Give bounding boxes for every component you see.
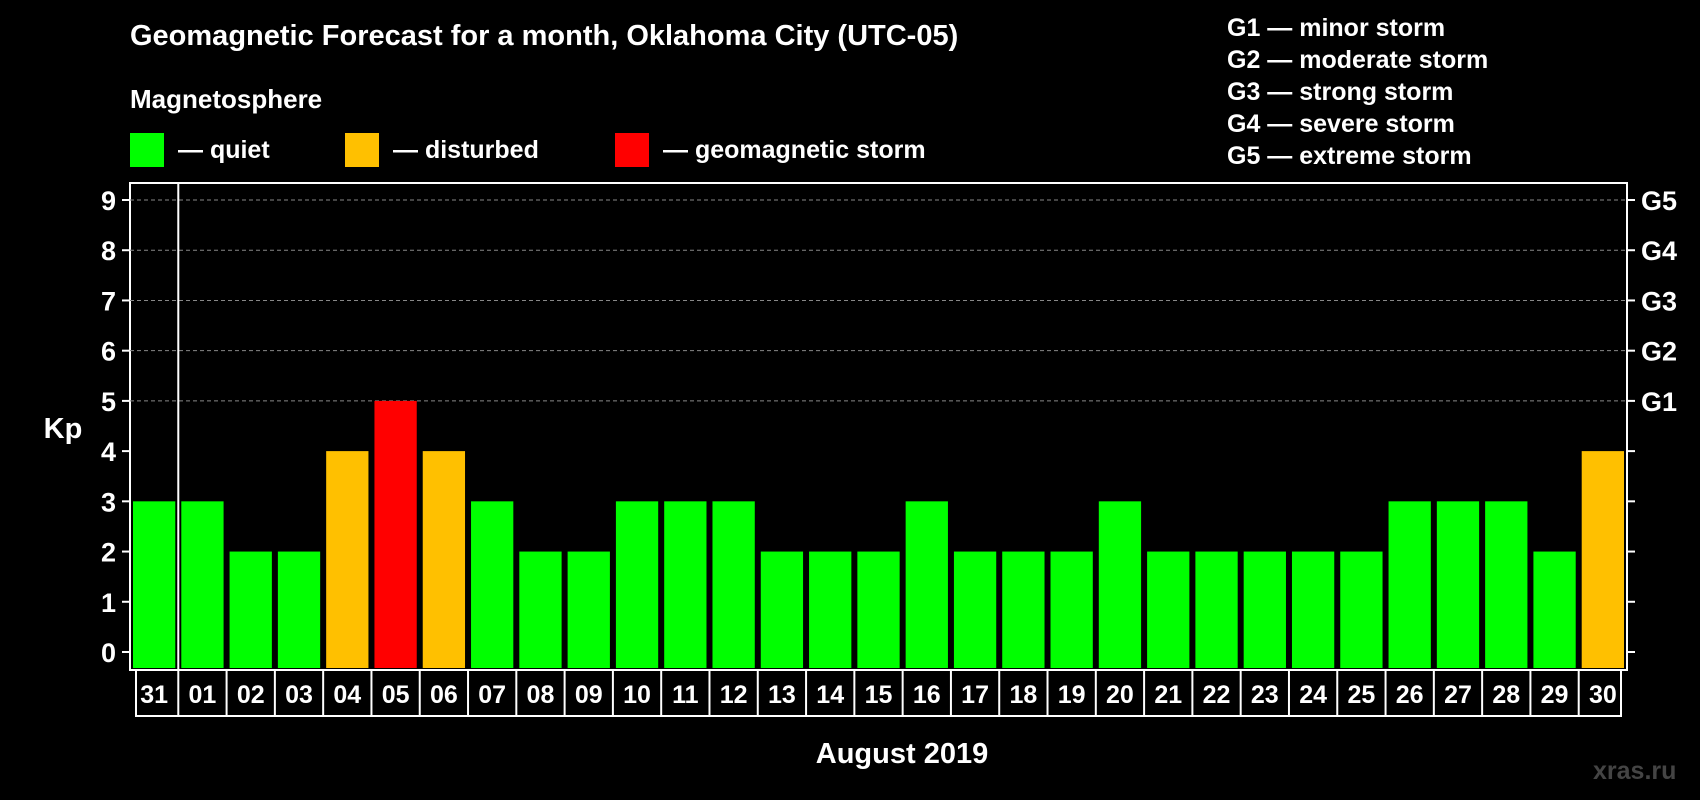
x-tick-label-27: 27	[1444, 681, 1472, 709]
y-tick-label-1: 1	[101, 588, 116, 618]
x-tick-label-19: 19	[1058, 681, 1086, 709]
bar-17	[953, 551, 997, 668]
storm-scale-g2: G2 — moderate storm	[1227, 46, 1489, 74]
x-tick-label-25: 25	[1347, 681, 1375, 709]
storm-scale-g3: G3 — strong storm	[1227, 78, 1454, 106]
x-tick-label-26: 26	[1396, 681, 1424, 709]
x-category-box	[135, 669, 1622, 717]
bar-08	[519, 551, 562, 668]
x-tick-label-16: 16	[913, 681, 941, 709]
x-tick-label-06: 06	[430, 681, 458, 709]
y-tick-label-7: 7	[101, 286, 116, 316]
bar-29	[1533, 551, 1576, 668]
bar-14	[809, 551, 852, 668]
bar-21	[1147, 551, 1190, 668]
bar-01	[181, 501, 224, 668]
x-tick-label-10: 10	[623, 681, 651, 709]
y-tick-label-9: 9	[101, 186, 116, 216]
bar-20	[1098, 501, 1142, 668]
bar-07	[471, 501, 514, 668]
chart-subtitle: Magnetosphere	[130, 84, 323, 114]
x-tick-label-23: 23	[1251, 681, 1279, 709]
bar-16	[905, 501, 948, 668]
legend-label-storm: — geomagnetic storm	[663, 135, 926, 164]
bar-05	[374, 400, 417, 668]
x-tick-label-01: 01	[189, 681, 217, 709]
x-axis-label: August 2019	[816, 738, 988, 770]
x-tick-label-24: 24	[1299, 681, 1327, 709]
bar-10	[615, 501, 659, 668]
bar-24	[1291, 551, 1335, 668]
right-axis-label-g3: G3	[1641, 286, 1677, 316]
bar-26	[1388, 501, 1431, 668]
bar-31	[133, 501, 176, 668]
y-tick-label-8: 8	[101, 236, 116, 266]
bar-25	[1340, 551, 1383, 668]
y-tick-label-3: 3	[101, 487, 116, 517]
legend-swatch-disturbed	[345, 133, 379, 167]
y-tick-label-6: 6	[101, 337, 116, 367]
y-tick-label-5: 5	[101, 387, 116, 417]
bar-27	[1436, 501, 1480, 668]
bar-03	[277, 551, 321, 668]
legend-item-storm: — geomagnetic storm	[615, 132, 926, 168]
x-tick-label-12: 12	[720, 681, 748, 709]
bar-04	[326, 451, 369, 668]
x-tick-label-15: 15	[865, 681, 893, 709]
legend-label-disturbed: — disturbed	[393, 135, 539, 164]
x-tick-label-21: 21	[1154, 681, 1182, 709]
x-tick-label-30: 30	[1589, 681, 1617, 709]
right-axis-label-g1: G1	[1641, 387, 1677, 417]
bar-13	[760, 551, 804, 668]
y-tick-label-2: 2	[101, 538, 116, 568]
x-tick-label-11: 11	[672, 681, 699, 709]
right-axis-label-g4: G4	[1641, 236, 1677, 266]
watermark: xras.ru	[1593, 757, 1677, 785]
x-tick-label-03: 03	[285, 681, 313, 709]
storm-scale-g5: G5 — extreme storm	[1227, 142, 1472, 170]
x-tick-label-29: 29	[1541, 681, 1569, 709]
x-tick-label-22: 22	[1203, 681, 1231, 709]
x-tick-label-09: 09	[575, 681, 603, 709]
x-tick-label-02: 02	[237, 681, 265, 709]
bar-15	[857, 551, 900, 668]
x-tick-label-31: 31	[140, 681, 168, 709]
x-tick-label-17: 17	[961, 681, 989, 709]
bar-23	[1243, 551, 1286, 668]
right-axis-label-g2: G2	[1641, 337, 1677, 367]
bar-09	[567, 551, 610, 668]
bar-30	[1581, 451, 1624, 668]
x-tick-label-20: 20	[1106, 681, 1134, 709]
x-tick-label-18: 18	[1009, 681, 1037, 709]
x-tick-label-28: 28	[1492, 681, 1520, 709]
chart-title: Geomagnetic Forecast for a month, Oklaho…	[130, 20, 959, 52]
y-axis-label: Kp	[44, 413, 83, 445]
bar-22	[1195, 551, 1238, 668]
bar-02	[229, 551, 272, 668]
legend-swatch-quiet	[130, 133, 164, 167]
right-axis-label-g5: G5	[1641, 186, 1677, 216]
legend-item-quiet: — quiet	[130, 132, 270, 168]
x-tick-label-07: 07	[478, 681, 506, 709]
bar-06	[422, 451, 466, 668]
storm-scale-g4: G4 — severe storm	[1227, 110, 1455, 138]
legend-swatch-storm	[615, 133, 649, 167]
bar-19	[1050, 551, 1093, 668]
legend-label-quiet: — quiet	[178, 135, 270, 164]
y-tick-label-0: 0	[101, 638, 116, 668]
y-tick-label-4: 4	[101, 437, 116, 467]
x-tick-label-05: 05	[382, 681, 410, 709]
x-tick-label-14: 14	[816, 681, 844, 709]
bar-18	[1002, 551, 1045, 668]
bar-28	[1485, 501, 1528, 668]
bar-12	[712, 501, 755, 668]
storm-scale-legend: G1 — minor storm G2 — moderate storm G3 …	[1227, 12, 1488, 172]
bar-11	[664, 501, 707, 668]
x-tick-label-04: 04	[333, 681, 361, 709]
x-tick-label-08: 08	[527, 681, 555, 709]
legend-item-disturbed: — disturbed	[345, 132, 539, 168]
x-tick-label-13: 13	[768, 681, 796, 709]
storm-scale-g1: G1 — minor storm	[1227, 14, 1446, 42]
